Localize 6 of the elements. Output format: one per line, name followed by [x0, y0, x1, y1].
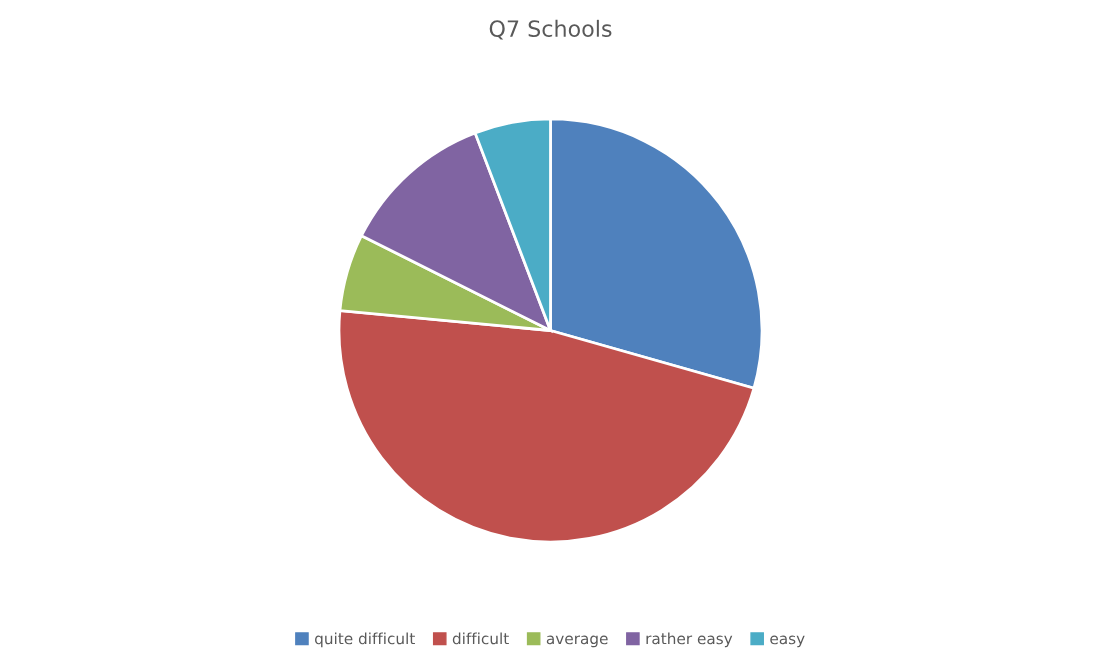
legend-label: difficult [452, 632, 509, 645]
legend-label: average [546, 635, 608, 648]
chart-title: Q7 Schools [489, 19, 612, 40]
legend-label: easy [770, 635, 805, 648]
legend-label: quite difficult [315, 632, 415, 648]
legend-label: rather easy [646, 632, 733, 648]
